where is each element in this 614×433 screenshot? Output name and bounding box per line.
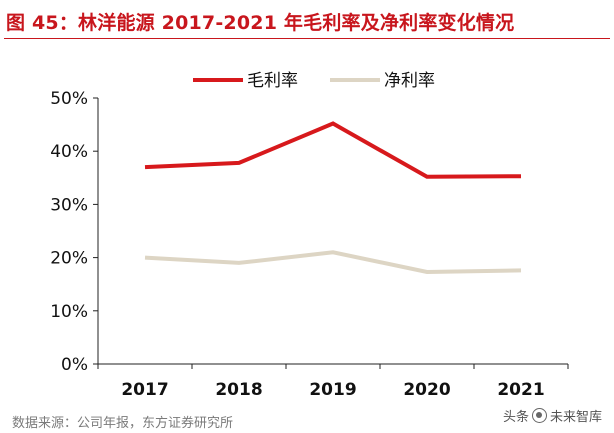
watermark: 头条 未来智库 <box>503 406 602 425</box>
watermark-prefix: 头条 <box>502 410 529 425</box>
y-tick-label: 30% <box>50 195 88 215</box>
series-net-margin-line <box>144 250 522 274</box>
y-tick-label: 0% <box>61 355 88 375</box>
x-tick-label: 2020 <box>403 380 450 400</box>
y-tick-label: 20% <box>50 249 88 269</box>
watermark-name: 未来智库 <box>549 410 602 425</box>
figure-title: 图 45：林洋能源 2017-2021 年毛利率及净利率变化情况 <box>6 12 515 34</box>
y-tick-label: 10% <box>50 302 88 322</box>
watermark-logo-icon <box>531 408 547 423</box>
x-tick-label: 2021 <box>497 380 544 400</box>
x-tick-label: 2019 <box>309 380 356 400</box>
title-rule <box>4 38 610 39</box>
x-tick-label: 2017 <box>121 380 168 400</box>
source-note: 数据来源：公司年报，东方证券研究所 <box>12 416 234 431</box>
legend-gross-margin-label: 毛利率 <box>247 71 298 91</box>
legend-net-margin-label: 净利率 <box>384 71 435 91</box>
series-gross-margin-line <box>144 121 522 179</box>
x-tick-label: 2018 <box>215 380 262 400</box>
y-tick-label: 50% <box>50 89 88 109</box>
y-tick-label: 40% <box>50 142 88 162</box>
